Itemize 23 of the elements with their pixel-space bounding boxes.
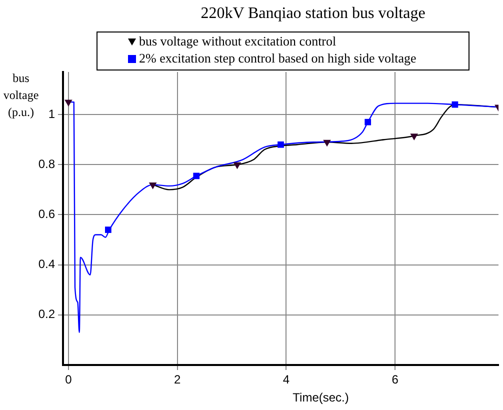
y-tick-label: 1 — [48, 106, 56, 121]
point — [278, 141, 284, 148]
x-tick-label: 0 — [65, 372, 72, 387]
chart-title: 220kV Banqiao station bus voltage — [200, 5, 426, 22]
y-tick-label: 0.6 — [38, 207, 56, 222]
point — [193, 172, 200, 180]
point — [364, 118, 372, 126]
y-tick-label: 0.4 — [38, 257, 56, 272]
x-tick-label: 4 — [282, 372, 290, 387]
point — [233, 162, 242, 170]
x-tick-label: 6 — [392, 372, 399, 387]
point — [64, 100, 72, 107]
point — [105, 226, 112, 233]
point — [323, 140, 331, 147]
x-tick-label: 2 — [174, 372, 181, 387]
y-tick-label: 0.2 — [38, 307, 56, 322]
point — [148, 182, 157, 190]
legend-label: bus voltage without excitation control — [139, 33, 337, 48]
y-axis-title: bus voltage (p.u.) — [3, 71, 39, 120]
legend-label: 2% excitation step control based on high side voltage — [139, 50, 416, 66]
x-axis-title: Time(sec.) — [292, 390, 349, 404]
point — [410, 134, 418, 140]
y-tick-label: 0.8 — [38, 156, 56, 171]
